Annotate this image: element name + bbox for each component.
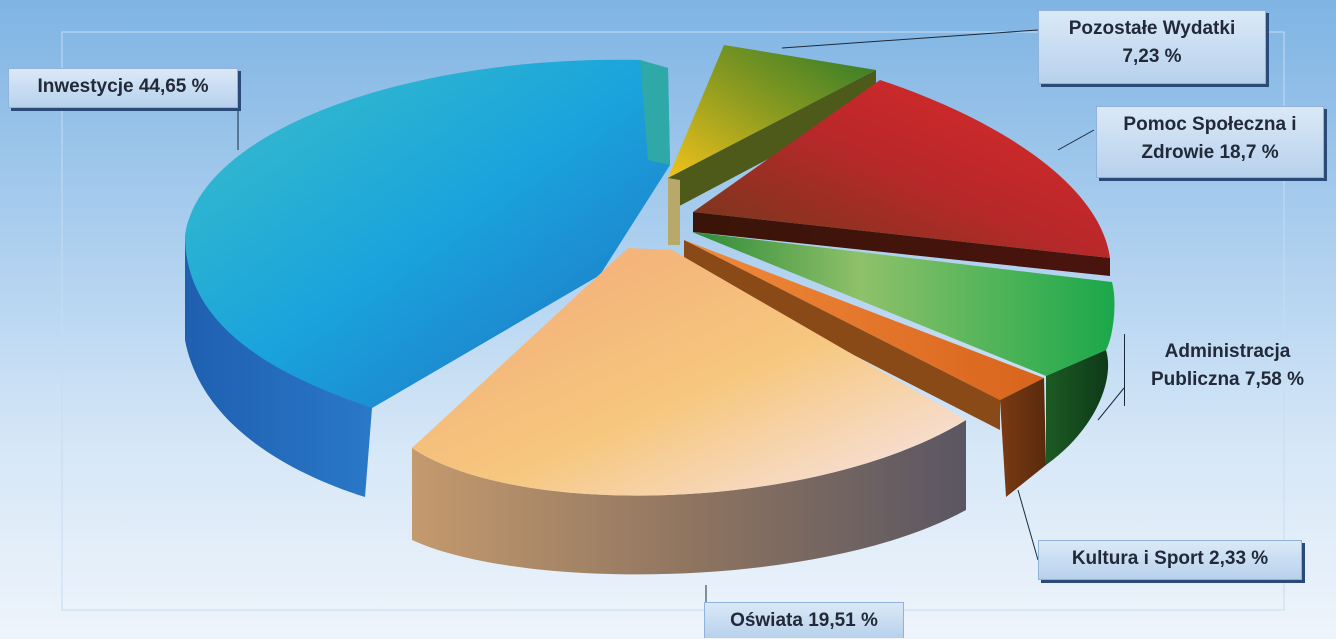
leader-pozostale [781, 29, 1039, 49]
label-oswiata: Oświata 19,51 % [704, 602, 904, 638]
slice-inwestycje [185, 59, 670, 497]
slice-oswiata [412, 248, 966, 575]
label-pozostale-wydatki: Pozostałe Wydatki 7,23 % [1038, 10, 1266, 84]
slice-administracja [692, 232, 1115, 465]
leader-administracja [1097, 387, 1125, 421]
leader-kultura [1017, 489, 1039, 561]
label-inwestycje: Inwestycje 44,65 % [8, 68, 238, 108]
slice-pozostale-wydatki [668, 45, 876, 245]
label-administracja: Administracja Publiczna 7,58 % [1124, 334, 1330, 406]
plot-frame [61, 31, 1285, 611]
slice-pomoc-spoleczna [693, 80, 1110, 276]
slice-kultura-sport [684, 240, 1046, 497]
label-pomoc-spoleczna: Pomoc Społeczna i Zdrowie 18,7 % [1096, 106, 1324, 178]
label-kultura-sport: Kultura i Sport 2,33 % [1038, 540, 1302, 580]
leader-pomoc [1057, 129, 1095, 151]
